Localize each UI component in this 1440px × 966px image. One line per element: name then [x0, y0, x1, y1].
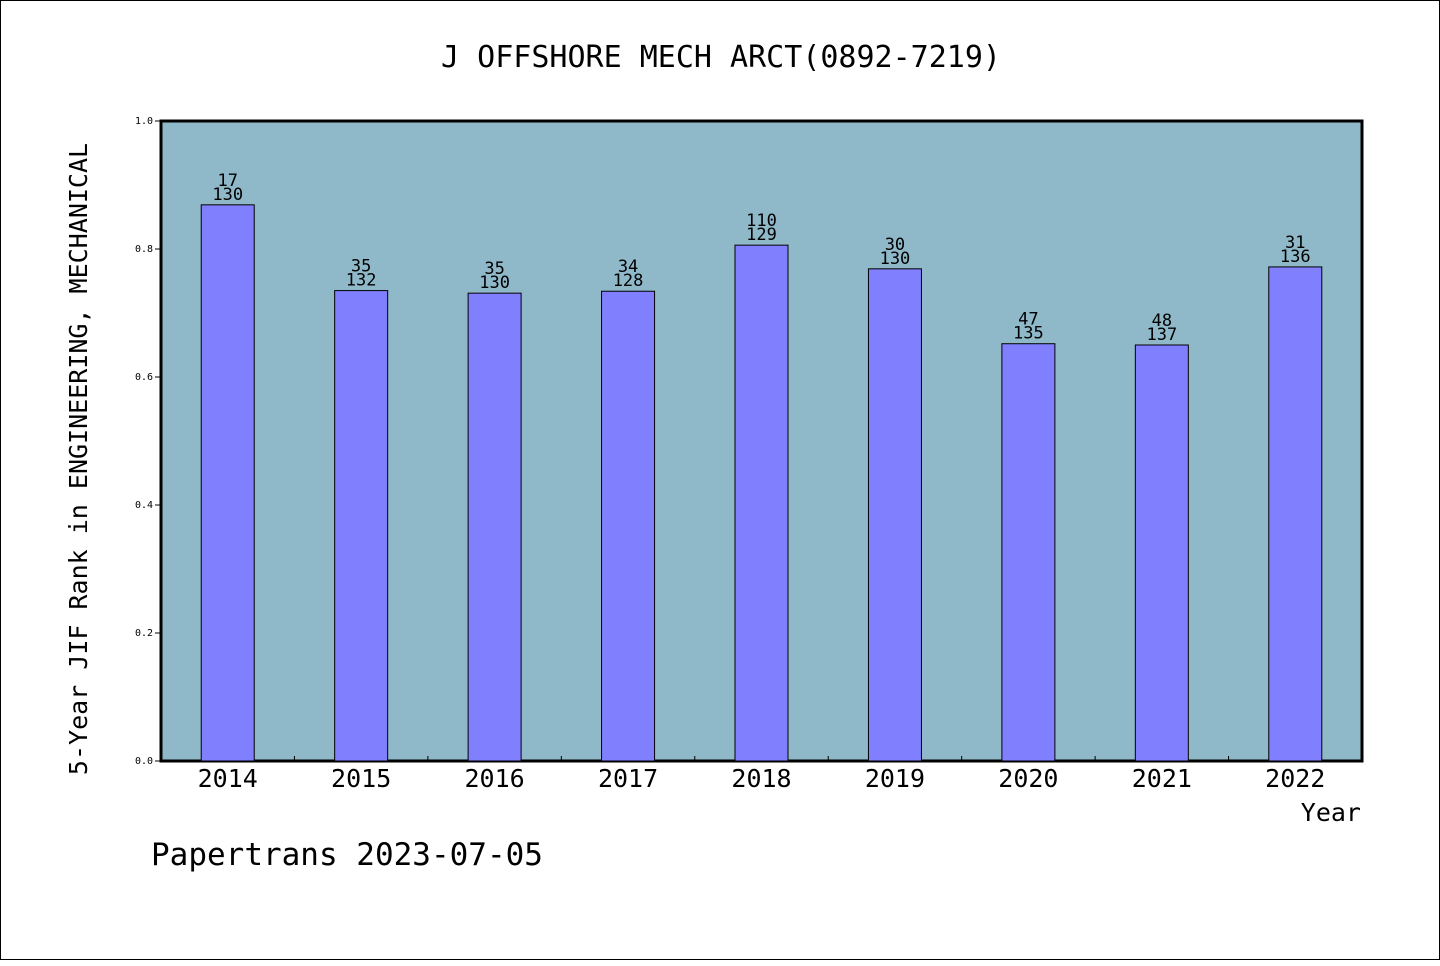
bar-total-label: 130: [880, 249, 911, 269]
bar-total-label: 130: [212, 185, 243, 205]
bar: [867, 268, 922, 762]
bar-rank-label: 110: [746, 211, 777, 231]
bar-total-label: 137: [1146, 325, 1177, 345]
x-tick-label: 2018: [731, 764, 791, 793]
y-tick-label: 0.0: [135, 756, 153, 767]
bar-total-label: 130: [479, 273, 510, 293]
bar: [601, 290, 656, 762]
bar: [734, 244, 789, 762]
x-tick-label: 2015: [331, 764, 391, 793]
bar: [334, 290, 389, 762]
x-tick-label: 2020: [998, 764, 1058, 793]
bar-rank-label: 35: [484, 259, 504, 279]
bar-rank-label: 47: [1018, 310, 1038, 330]
y-tick-label: 1.0: [135, 116, 153, 127]
bar-rank-label: 48: [1152, 311, 1172, 331]
bar-total-label: 132: [346, 271, 377, 291]
y-tick-label: 0.2: [135, 628, 153, 639]
bar-total-label: 136: [1280, 247, 1311, 267]
bar: [200, 204, 255, 762]
y-tick-label: 0.6: [135, 372, 153, 383]
bar-total-label: 129: [746, 225, 777, 245]
bar: [1134, 344, 1189, 762]
x-tick-label: 2022: [1265, 764, 1325, 793]
x-tick-label: 2017: [598, 764, 658, 793]
chart-title: J OFFSHORE MECH ARCT(0892-7219): [441, 40, 1001, 75]
bar: [1001, 343, 1056, 762]
bar-rank-label: 30: [885, 235, 905, 255]
bar: [1268, 266, 1323, 762]
y-axis-label: 5-Year JIF Rank in ENGINEERING, MECHANIC…: [64, 143, 93, 775]
footer-credit: Papertrans 2023-07-05: [151, 837, 543, 873]
bar-rank-label: 35: [351, 257, 371, 277]
y-tick-label: 0.4: [135, 500, 153, 511]
x-tick-label: 2016: [465, 764, 525, 793]
y-tick-label: 0.8: [135, 244, 153, 255]
x-tick-label: 2021: [1132, 764, 1192, 793]
x-axis-label: Year: [1301, 798, 1361, 827]
bar-rank-label: 31: [1285, 233, 1305, 253]
bar-rank-label: 17: [217, 171, 237, 191]
bar-total-label: 135: [1013, 324, 1044, 344]
x-tick-label: 2014: [198, 764, 258, 793]
bar: [467, 292, 522, 762]
bar-rank-label: 34: [618, 257, 638, 277]
x-tick-label: 2019: [865, 764, 925, 793]
bar-total-label: 128: [613, 271, 644, 291]
